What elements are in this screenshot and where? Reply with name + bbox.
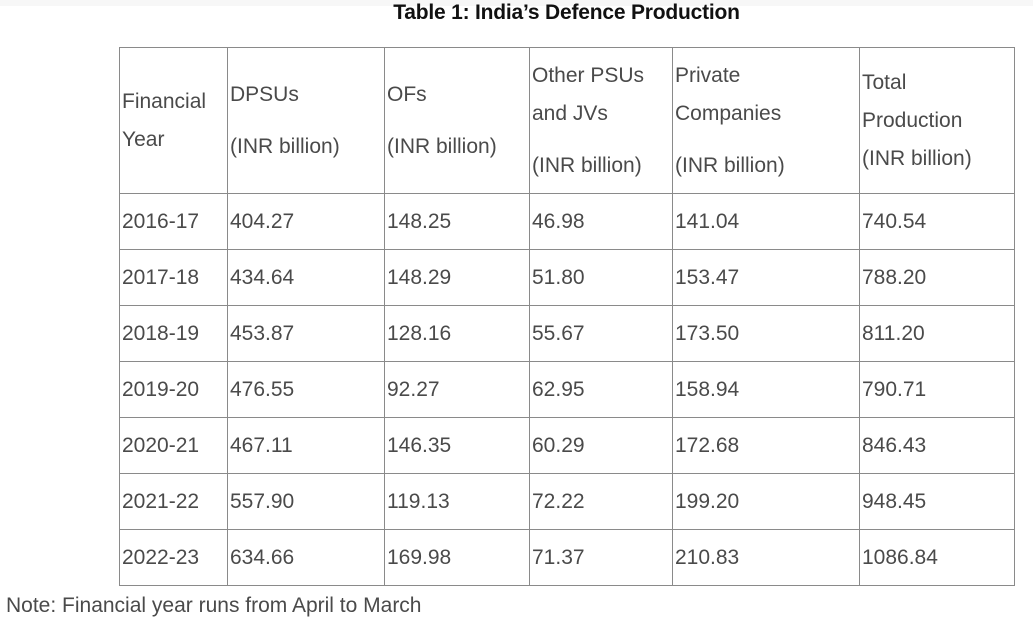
header-total-production: Total Production (INR billion) [859, 47, 1015, 194]
top-strip [0, 0, 1033, 6]
cell-other-psus: 51.80 [529, 249, 673, 306]
table-title: Table 1: India’s Defence Production [393, 1, 740, 24]
cell-total: 948.45 [859, 473, 1015, 530]
table-row: 2017-18 434.64 148.29 51.80 153.47 788.2… [119, 249, 1015, 306]
header-line: (INR billion) [387, 134, 497, 158]
header-line: (INR billion) [675, 153, 785, 177]
cell-total: 790.71 [859, 361, 1015, 418]
cell-private: 172.68 [672, 417, 860, 474]
cell-private: 173.50 [672, 305, 860, 362]
header-line: OFs [387, 82, 427, 106]
header-line: and JVs [532, 101, 608, 125]
cell-ofs: 146.35 [384, 417, 530, 474]
cell-private: 210.83 [672, 529, 860, 586]
table-row: 2020-21 467.11 146.35 60.29 172.68 846.4… [119, 417, 1015, 474]
cell-year: 2021-22 [119, 473, 228, 530]
cell-year: 2016-17 [119, 193, 228, 250]
cell-other-psus: 72.22 [529, 473, 673, 530]
header-line: (INR billion) [230, 134, 340, 158]
cell-ofs: 128.16 [384, 305, 530, 362]
cell-other-psus: 60.29 [529, 417, 673, 474]
cell-total: 740.54 [859, 193, 1015, 250]
cell-private: 153.47 [672, 249, 860, 306]
cell-other-psus: 55.67 [529, 305, 673, 362]
header-financial-year: Financial Year [119, 47, 228, 194]
cell-dpsus: 453.87 [227, 305, 385, 362]
header-ofs: OFs (INR billion) [384, 47, 530, 194]
cell-dpsus: 467.11 [227, 417, 385, 474]
header-dpsus: DPSUs (INR billion) [227, 47, 385, 194]
cell-year: 2017-18 [119, 249, 228, 306]
cell-year: 2020-21 [119, 417, 228, 474]
cell-other-psus: 62.95 [529, 361, 673, 418]
cell-ofs: 92.27 [384, 361, 530, 418]
cell-private: 199.20 [672, 473, 860, 530]
header-line: (INR billion) [862, 146, 972, 170]
defence-production-table: Financial Year DPSUs (INR billion) OFs (… [119, 47, 1015, 586]
cell-dpsus: 634.66 [227, 529, 385, 586]
cell-ofs: 169.98 [384, 529, 530, 586]
header-private-companies: Private Companies (INR billion) [672, 47, 860, 194]
cell-ofs: 119.13 [384, 473, 530, 530]
cell-total: 846.43 [859, 417, 1015, 474]
table-row: 2019-20 476.55 92.27 62.95 158.94 790.71 [119, 361, 1015, 418]
header-line: Year [122, 127, 165, 151]
header-other-psus: Other PSUs and JVs (INR billion) [529, 47, 673, 194]
header-line: Other PSUs [532, 63, 645, 87]
cell-total: 1086.84 [859, 529, 1015, 586]
table-row: 2016-17 404.27 148.25 46.98 141.04 740.5… [119, 193, 1015, 250]
table-row: 2022-23 634.66 169.98 71.37 210.83 1086.… [119, 529, 1015, 586]
cell-dpsus: 557.90 [227, 473, 385, 530]
header-line: Companies [675, 101, 782, 125]
cell-private: 158.94 [672, 361, 860, 418]
cell-total: 788.20 [859, 249, 1015, 306]
header-line: Total [862, 70, 907, 94]
cell-dpsus: 404.27 [227, 193, 385, 250]
cell-other-psus: 46.98 [529, 193, 673, 250]
header-line: DPSUs [230, 82, 299, 106]
cell-dpsus: 476.55 [227, 361, 385, 418]
header-line: (INR billion) [532, 153, 642, 177]
cell-year: 2019-20 [119, 361, 228, 418]
cell-ofs: 148.25 [384, 193, 530, 250]
cell-year: 2022-23 [119, 529, 228, 586]
table-row: 2021-22 557.90 119.13 72.22 199.20 948.4… [119, 473, 1015, 530]
cell-private: 141.04 [672, 193, 860, 250]
header-row: Financial Year DPSUs (INR billion) OFs (… [119, 47, 1015, 194]
cell-dpsus: 434.64 [227, 249, 385, 306]
cell-year: 2018-19 [119, 305, 228, 362]
header-line: Financial [122, 89, 207, 113]
cell-total: 811.20 [859, 305, 1015, 362]
header-line: Private [675, 63, 741, 87]
header-line: Production [862, 108, 963, 132]
footnote: Note: Financial year runs from April to … [6, 594, 422, 617]
table-row: 2018-19 453.87 128.16 55.67 173.50 811.2… [119, 305, 1015, 362]
cell-ofs: 148.29 [384, 249, 530, 306]
cell-other-psus: 71.37 [529, 529, 673, 586]
